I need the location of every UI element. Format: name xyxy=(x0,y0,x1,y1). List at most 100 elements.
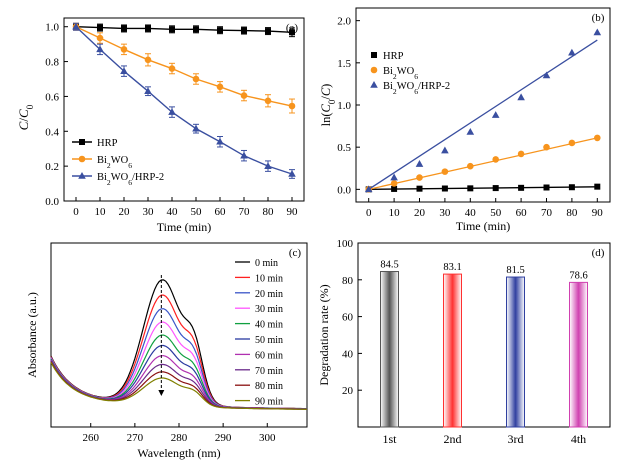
data-point xyxy=(441,146,449,154)
subscript: 0 xyxy=(26,104,36,109)
data-point xyxy=(594,134,601,142)
legend-marker xyxy=(370,66,378,74)
data-point xyxy=(416,185,423,192)
y-tick-label: 80 xyxy=(342,275,354,287)
x-axis-label: Wavelength (nm) xyxy=(137,446,220,460)
legend-marker xyxy=(370,81,378,88)
data-point xyxy=(216,83,224,91)
x-tick-label: 50 xyxy=(490,207,502,219)
y-tick-label: 0.2 xyxy=(45,161,59,173)
y-tick-label: 1.5 xyxy=(337,58,351,70)
series-2: Bi2WO6/HRP-2 xyxy=(72,22,296,187)
legend-label: Bi2WO6 xyxy=(383,66,418,81)
data-point xyxy=(216,137,224,145)
italic-part: C xyxy=(319,103,333,112)
bar-4th xyxy=(569,281,588,428)
legend-label: 60 min xyxy=(255,350,283,361)
subscript: 6 xyxy=(128,161,132,170)
legend-label: 70 min xyxy=(255,366,283,377)
text-part: ln( xyxy=(319,112,333,126)
data-point xyxy=(517,150,525,158)
series-0: HRP xyxy=(72,23,295,149)
data-point xyxy=(192,75,200,83)
series-line xyxy=(75,26,293,33)
legend-label: 40 min xyxy=(255,320,283,331)
x-tick-label: 20 xyxy=(119,206,131,218)
x-tick-label: 300 xyxy=(259,432,276,444)
data-point xyxy=(192,124,200,132)
text-part: /HRP-2 xyxy=(418,81,450,92)
data-point xyxy=(240,92,248,99)
x-tick-label: 80 xyxy=(566,207,578,219)
legend-marker xyxy=(371,52,377,58)
italic-part: C xyxy=(16,121,31,130)
data-point xyxy=(491,111,500,118)
y-axis-label: C/C0 xyxy=(16,104,36,130)
data-point xyxy=(467,162,474,170)
x-category-label: 1st xyxy=(382,432,397,446)
y-tick-label: 0.6 xyxy=(45,91,59,103)
x-tick-label: 270 xyxy=(127,432,144,444)
legend-label: 0 min xyxy=(255,258,278,269)
data-point xyxy=(241,27,247,34)
x-tick-label: 10 xyxy=(389,207,401,219)
text-part: Bi xyxy=(97,172,107,183)
x-tick-label: 60 xyxy=(215,206,227,218)
data-point xyxy=(415,160,424,167)
data-point xyxy=(144,56,152,64)
y-tick-label: 0.0 xyxy=(45,196,59,208)
data-point xyxy=(144,87,152,94)
data-point xyxy=(593,28,602,36)
data-point xyxy=(441,168,449,175)
x-category-label: 4th xyxy=(571,432,586,446)
y-axis-label: Absorbance (a.u.) xyxy=(25,292,39,378)
subscript: 2 xyxy=(107,161,111,170)
y-tick-label: 0.5 xyxy=(337,142,351,154)
y-tick-label: 60 xyxy=(342,312,354,324)
legend-label: HRP xyxy=(97,138,118,149)
subscript: 2 xyxy=(107,178,111,187)
data-point xyxy=(169,26,175,33)
data-point xyxy=(492,185,499,192)
x-tick-label: 90 xyxy=(592,207,604,219)
data-point xyxy=(168,108,176,115)
x-tick-label: 40 xyxy=(167,206,179,218)
data-point xyxy=(391,185,398,192)
y-tick-label: 2.0 xyxy=(337,16,351,28)
panel-label: (b) xyxy=(592,12,605,24)
data-point xyxy=(193,26,199,33)
x-tick-label: 280 xyxy=(171,432,188,444)
panel-c: 260 270 280 290 300 Wavelength (nm) Absorbance… xyxy=(25,242,308,460)
text-part: WO xyxy=(397,66,415,77)
x-tick-label: 50 xyxy=(191,206,203,218)
bar-value-label: 78.6 xyxy=(569,270,587,281)
legend-label: 80 min xyxy=(255,381,283,392)
italic-part: C xyxy=(319,87,333,96)
data-point xyxy=(518,184,525,191)
subscript: 6 xyxy=(414,72,418,81)
legend-marker xyxy=(78,172,86,179)
text-part: Bi xyxy=(383,81,393,92)
legend-label: Bi2WO6/HRP-2 xyxy=(383,81,450,96)
data-point xyxy=(517,93,525,101)
series-1: Bi2WO6 xyxy=(72,22,296,170)
y-tick-label: 1.0 xyxy=(337,100,351,112)
text-part: Bi xyxy=(383,66,393,77)
x-tick-label: 260 xyxy=(82,432,99,444)
data-point xyxy=(441,185,448,192)
data-point xyxy=(542,71,551,79)
peak-arrow-head xyxy=(158,390,165,396)
data-point xyxy=(467,185,474,192)
x-axis-label: Time (min) xyxy=(456,219,511,233)
y-tick-label: 40 xyxy=(342,348,354,360)
panel-a-frame xyxy=(63,17,305,202)
y-axis-label: Degradation rate (%) xyxy=(317,284,331,385)
panel-d-frame xyxy=(357,242,611,428)
data-point xyxy=(364,185,373,193)
y-tick-label: 0.4 xyxy=(45,126,59,138)
data-point xyxy=(568,184,575,191)
y-tick-label: 1.0 xyxy=(45,22,59,34)
x-tick-label: 80 xyxy=(263,206,275,218)
text-part: ) xyxy=(319,84,333,88)
